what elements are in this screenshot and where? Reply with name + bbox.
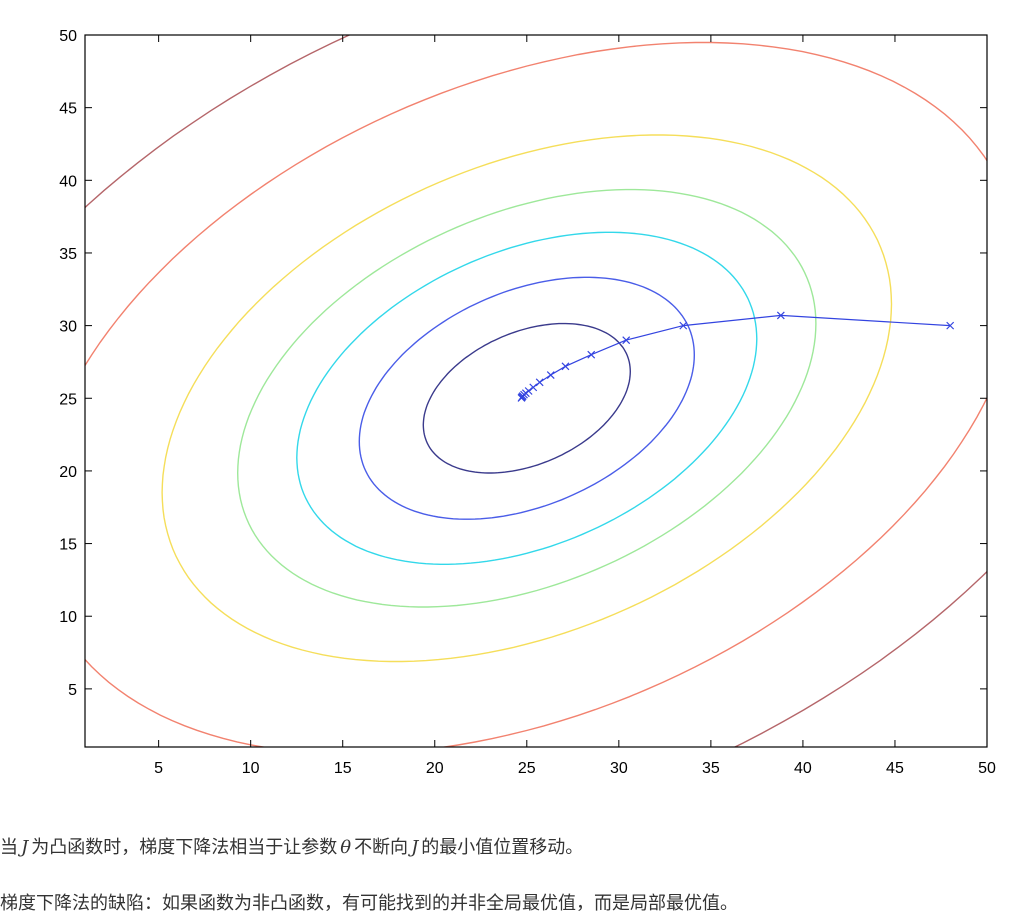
math-symbol-theta: θ [340, 837, 352, 858]
plot-frame [84, 34, 988, 748]
x-tick-label: 50 [978, 760, 996, 777]
descent-path-line [520, 314, 951, 399]
contour-chart: 5 10 15 20 25 30 35 40 45 50 5 10 15 20 25 30 35 40 45 50 [59, 28, 996, 777]
y-tick-label: 25 [59, 391, 77, 408]
descent-step-marker [529, 383, 538, 392]
y-tick-label: 15 [59, 537, 77, 554]
y-tick-label: 35 [59, 246, 77, 263]
descent-step-marker [587, 350, 596, 359]
caption-nonconvex: 梯度下降法的缺陷：如果函数为非凸函数，有可能找到的并非全局最优值，而是局部最优值… [0, 893, 738, 914]
descent-step-marker [776, 311, 785, 320]
descent-step-marker [946, 321, 955, 330]
x-axis: 5 10 15 20 25 30 35 40 45 50 [154, 35, 996, 777]
caption-text: 为凸函数时，梯度下降法相当于让参数 [31, 837, 338, 858]
descent-step-marker [622, 336, 631, 345]
y-tick-label: 20 [59, 464, 77, 481]
y-tick-label: 50 [59, 28, 77, 45]
contour-level-6 [85, 41, 987, 747]
y-tick-label: 30 [59, 319, 77, 336]
caption-text: 的最小值位置移动。 [421, 837, 584, 858]
y-tick-label: 10 [59, 609, 77, 626]
gradient-descent-path [517, 311, 955, 402]
descent-step-marker [535, 378, 544, 387]
descent-step-marker [517, 394, 526, 402]
x-tick-label: 5 [154, 760, 163, 777]
x-tick-label: 35 [702, 760, 720, 777]
x-tick-label: 10 [242, 760, 260, 777]
contour-level-5 [161, 134, 893, 663]
descent-step-marker [679, 321, 688, 330]
x-tick-label: 25 [518, 760, 536, 777]
caption-convex: 当 J 为凸函数时，梯度下降法相当于让参数 θ 不断向 J 的最小值位置移动。 [0, 836, 583, 860]
x-tick-label: 45 [886, 760, 904, 777]
contour-level-1 [422, 322, 632, 474]
descent-step-marker [546, 371, 555, 379]
math-symbol-j: J [21, 837, 29, 858]
y-tick-label: 45 [59, 101, 77, 118]
caption-text: 不断向 [354, 837, 409, 858]
y-axis: 5 10 15 20 25 30 35 40 45 50 [59, 28, 987, 699]
math-symbol-j: J [411, 837, 419, 858]
descent-step-marker [561, 362, 570, 371]
caption-text: 当 [0, 837, 18, 858]
contour-level-3 [296, 231, 758, 565]
y-tick-label: 5 [68, 682, 77, 699]
x-tick-label: 40 [794, 760, 812, 777]
contour-level-2 [358, 276, 696, 520]
x-tick-label: 30 [610, 760, 628, 777]
contour-lines [85, 35, 987, 747]
x-tick-label: 20 [426, 760, 444, 777]
x-tick-label: 15 [334, 760, 352, 777]
contour-level-4 [236, 188, 817, 608]
contour-level-7 [85, 35, 987, 747]
y-tick-label: 40 [59, 173, 77, 190]
